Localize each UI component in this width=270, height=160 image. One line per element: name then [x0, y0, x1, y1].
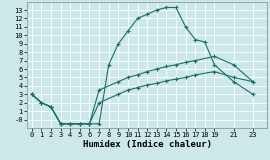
X-axis label: Humidex (Indice chaleur): Humidex (Indice chaleur): [83, 140, 212, 148]
